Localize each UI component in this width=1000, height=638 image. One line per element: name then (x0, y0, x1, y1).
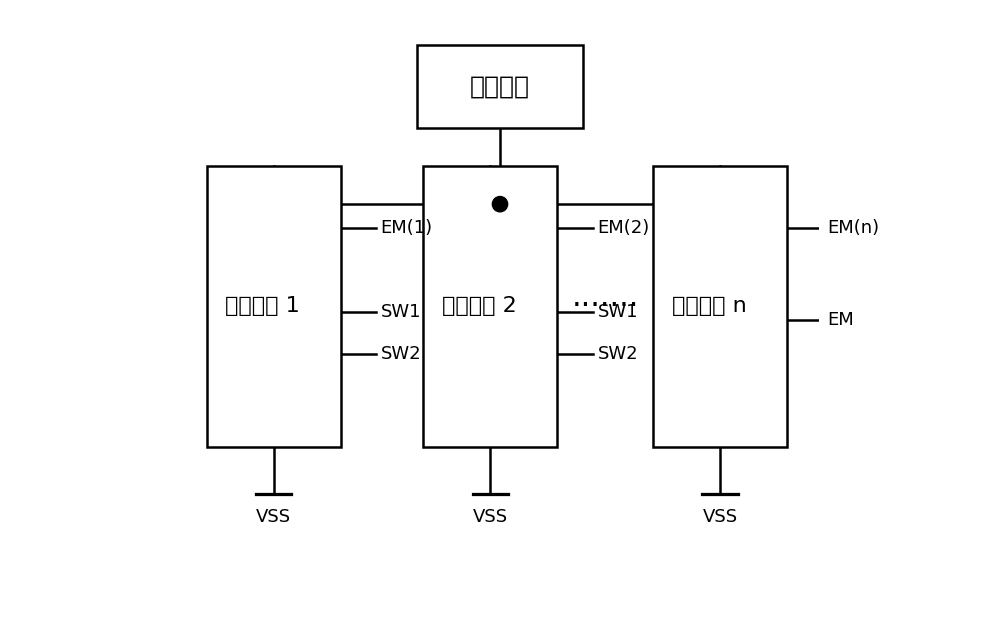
Text: EM(n): EM(n) (827, 219, 879, 237)
Text: 发光模块 1: 发光模块 1 (225, 296, 300, 316)
Text: 发光模块 2: 发光模块 2 (442, 296, 517, 316)
Text: SW1: SW1 (598, 303, 638, 321)
Text: SW2: SW2 (598, 345, 638, 363)
Text: SW1: SW1 (381, 303, 421, 321)
Text: VSS: VSS (473, 508, 508, 526)
Text: EM(1): EM(1) (381, 219, 433, 237)
Text: VSS: VSS (256, 508, 291, 526)
Circle shape (492, 197, 508, 212)
FancyBboxPatch shape (653, 166, 787, 447)
FancyBboxPatch shape (417, 45, 583, 128)
Text: 发光模块 n: 发光模块 n (672, 296, 747, 316)
Text: VSS: VSS (703, 508, 738, 526)
FancyBboxPatch shape (423, 166, 557, 447)
Text: EM(2): EM(2) (598, 219, 650, 237)
Text: EM: EM (827, 311, 854, 329)
Text: ·······: ······· (572, 292, 639, 321)
FancyBboxPatch shape (207, 166, 340, 447)
Text: SW2: SW2 (381, 345, 421, 363)
Text: 驱动模块: 驱动模块 (470, 74, 530, 98)
